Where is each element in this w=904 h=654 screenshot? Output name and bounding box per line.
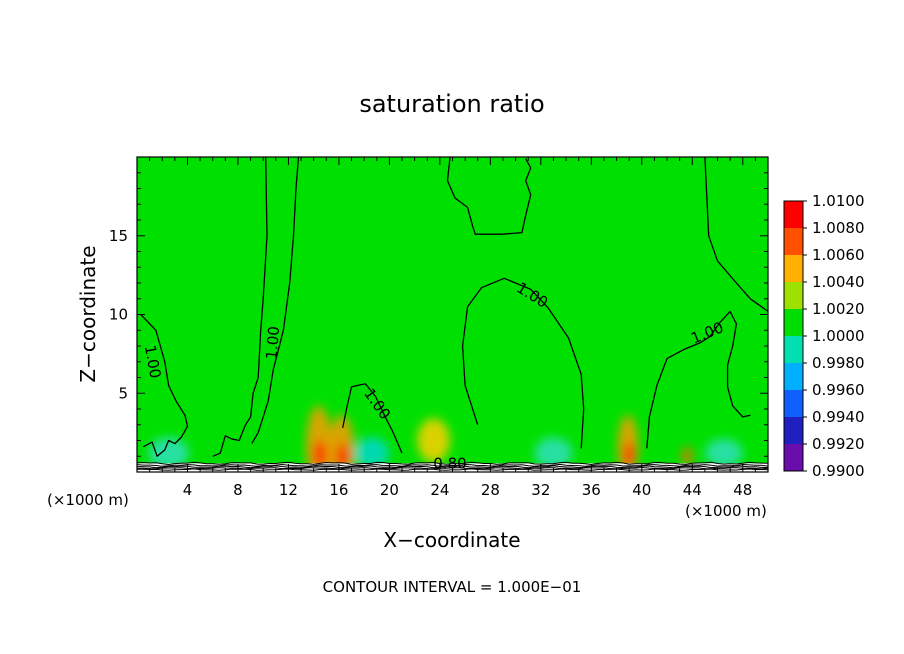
colorbar-label-6: 1.0020 — [812, 300, 865, 318]
contour-line-4 — [461, 277, 585, 449]
heat-spot-8 — [354, 437, 390, 469]
colorbar-swatch-0 — [784, 444, 803, 471]
colorbar-swatch-5 — [784, 309, 803, 336]
heat-spot-9 — [148, 437, 189, 469]
x-axis-title: X−coordinate — [383, 528, 520, 552]
heat-spot-5 — [624, 442, 635, 468]
contour-line-6 — [646, 310, 751, 449]
heat-spots — [148, 405, 743, 472]
plot-background — [137, 157, 768, 472]
x-tick-label-12: 12 — [279, 481, 298, 499]
contour-line-5 — [342, 383, 403, 454]
y-axis-title: Z−coordinate — [76, 245, 100, 382]
x-tick-label-8: 8 — [233, 481, 243, 499]
heat-spot-6 — [682, 446, 693, 466]
y-tick-label-15: 15 — [109, 227, 128, 245]
colorbar-label-4: 0.9980 — [812, 354, 865, 372]
x-tick-label-36: 36 — [582, 481, 601, 499]
contour-label-5: 0.80 — [433, 455, 466, 473]
colorbar-label-3: 0.9960 — [812, 381, 865, 399]
x-tick-label-16: 16 — [329, 481, 348, 499]
y-tick-label-5: 5 — [118, 384, 128, 402]
colorbar-label-10: 1.0100 — [812, 192, 865, 210]
terrain-contour-3 — [137, 466, 768, 470]
terrain-contour-2 — [137, 465, 768, 469]
x-tick-label-20: 20 — [380, 481, 399, 499]
contour-line-7 — [704, 157, 768, 312]
y-unit-label: (×1000 m) — [47, 491, 129, 509]
heat-spot-11 — [704, 438, 743, 468]
colorbar-swatch-7 — [784, 255, 803, 282]
colorbar-swatch-6 — [784, 282, 803, 309]
x-tick-label-32: 32 — [531, 481, 550, 499]
contour-label-0: 1.00 — [141, 344, 165, 380]
heat-spot-2 — [313, 440, 327, 469]
plot-area: 1.001.001.001.001.000.80 — [136, 156, 769, 473]
colorbar-label-0: 0.9900 — [812, 462, 865, 480]
colorbar-swatch-3 — [784, 363, 803, 390]
colorbar-label-2: 0.9940 — [812, 408, 865, 426]
y-axis: 5 10 15 — [109, 172, 768, 457]
x-tick-label-44: 44 — [683, 481, 702, 499]
x-unit-label: (×1000 m) — [685, 502, 767, 520]
contour-interval-note: CONTOUR INTERVAL = 1.000E−01 — [323, 578, 582, 596]
x-tick-label-4: 4 — [183, 481, 193, 499]
colorbar-swatch-2 — [784, 390, 803, 417]
terrain-contour-1 — [137, 463, 768, 467]
colorbar-label-7: 1.0040 — [812, 273, 865, 291]
colorbar-label-5: 1.0000 — [812, 327, 865, 345]
contour-line-0 — [212, 157, 268, 457]
heat-spot-7 — [417, 418, 450, 463]
colorbar-label-8: 1.0060 — [812, 246, 865, 264]
colorbar-label-1: 0.9920 — [812, 435, 865, 453]
terrain-contour-0 — [137, 461, 768, 466]
colorbar-swatch-1 — [784, 417, 803, 444]
contour-lines — [140, 157, 768, 457]
colorbar-swatch-9 — [784, 201, 803, 228]
chart-title: saturation ratio — [359, 90, 544, 118]
colorbar-frame — [783, 200, 804, 472]
heat-spot-10 — [534, 437, 573, 469]
x-tick-label-40: 40 — [632, 481, 651, 499]
x-tick-label-48: 48 — [733, 481, 752, 499]
colorbar-swatch-4 — [784, 336, 803, 363]
x-axis: 4 8 12 16 20 24 28 32 36 40 44 48 — [149, 157, 756, 499]
colorbar-swatch-8 — [784, 228, 803, 255]
contour-line-3 — [446, 157, 532, 235]
y-tick-label-10: 10 — [109, 306, 128, 324]
contour-line-1 — [251, 157, 300, 444]
x-tick-label-28: 28 — [481, 481, 500, 499]
x-tick-label-24: 24 — [430, 481, 449, 499]
contour-label-1: 1.00 — [262, 325, 283, 360]
colorbar: 0.9900 0.9920 0.9940 0.9960 0.9980 1.0000 1.00… — [783, 192, 865, 480]
colorbar-label-9: 1.0080 — [812, 219, 865, 237]
contour-line-2 — [140, 314, 189, 457]
